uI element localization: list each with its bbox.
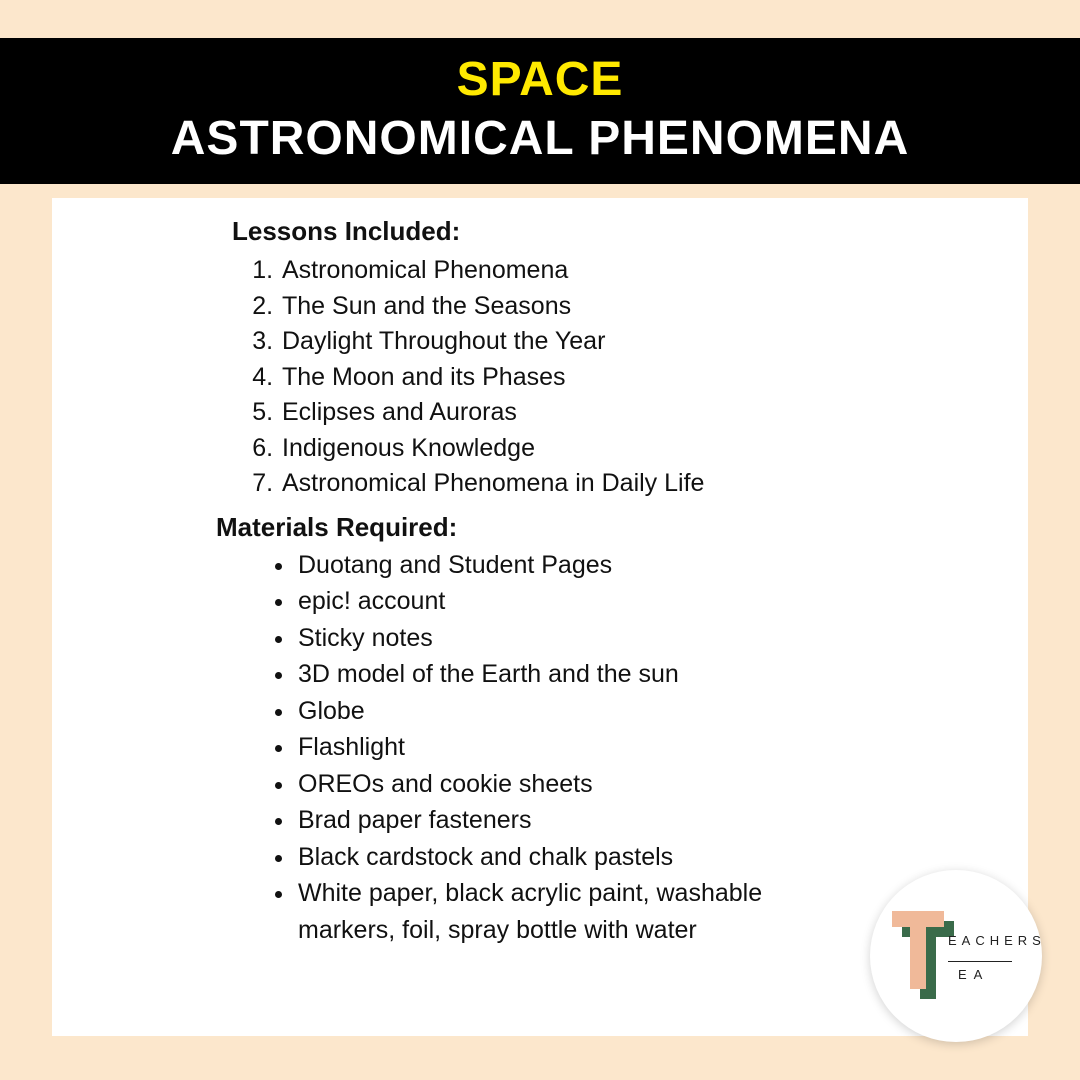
logo-text-line2: EA [958,967,989,982]
logo-text-line1: EACHERS [948,929,1046,952]
logo-t-front-icon [892,911,944,989]
header-band: SPACE ASTRONOMICAL PHENOMENA [0,38,1080,184]
materials-list: Duotang and Student Pages epic! account … [296,547,988,949]
header-subtitle: ASTRONOMICAL PHENOMENA [0,111,1080,166]
lessons-heading: Lessons Included: [232,216,988,247]
list-item: 3D model of the Earth and the sun [296,656,988,693]
brand-logo: EACHERS EA [870,870,1042,1042]
list-item: Indigenous Knowledge [280,431,988,467]
list-item: Black cardstock and chalk pastels [296,839,988,876]
list-item: Brad paper fasteners [296,802,988,839]
list-item: Astronomical Phenomena in Daily Life [280,466,988,502]
list-item: Daylight Throughout the Year [280,324,988,360]
logo-divider [948,961,1012,962]
lessons-list: Astronomical Phenomena The Sun and the S… [280,253,988,502]
logo-inner: EACHERS EA [886,901,1026,1011]
list-item: The Moon and its Phases [280,360,988,396]
list-item: Globe [296,693,988,730]
header-title: SPACE [0,52,1080,107]
materials-heading: Materials Required: [216,512,988,543]
list-item: Flashlight [296,729,988,766]
list-item: Duotang and Student Pages [296,547,988,584]
list-item: Eclipses and Auroras [280,395,988,431]
list-item: The Sun and the Seasons [280,289,988,325]
list-item: epic! account [296,583,988,620]
list-item: Sticky notes [296,620,988,657]
list-item: OREOs and cookie sheets [296,766,988,803]
list-item: Astronomical Phenomena [280,253,988,289]
